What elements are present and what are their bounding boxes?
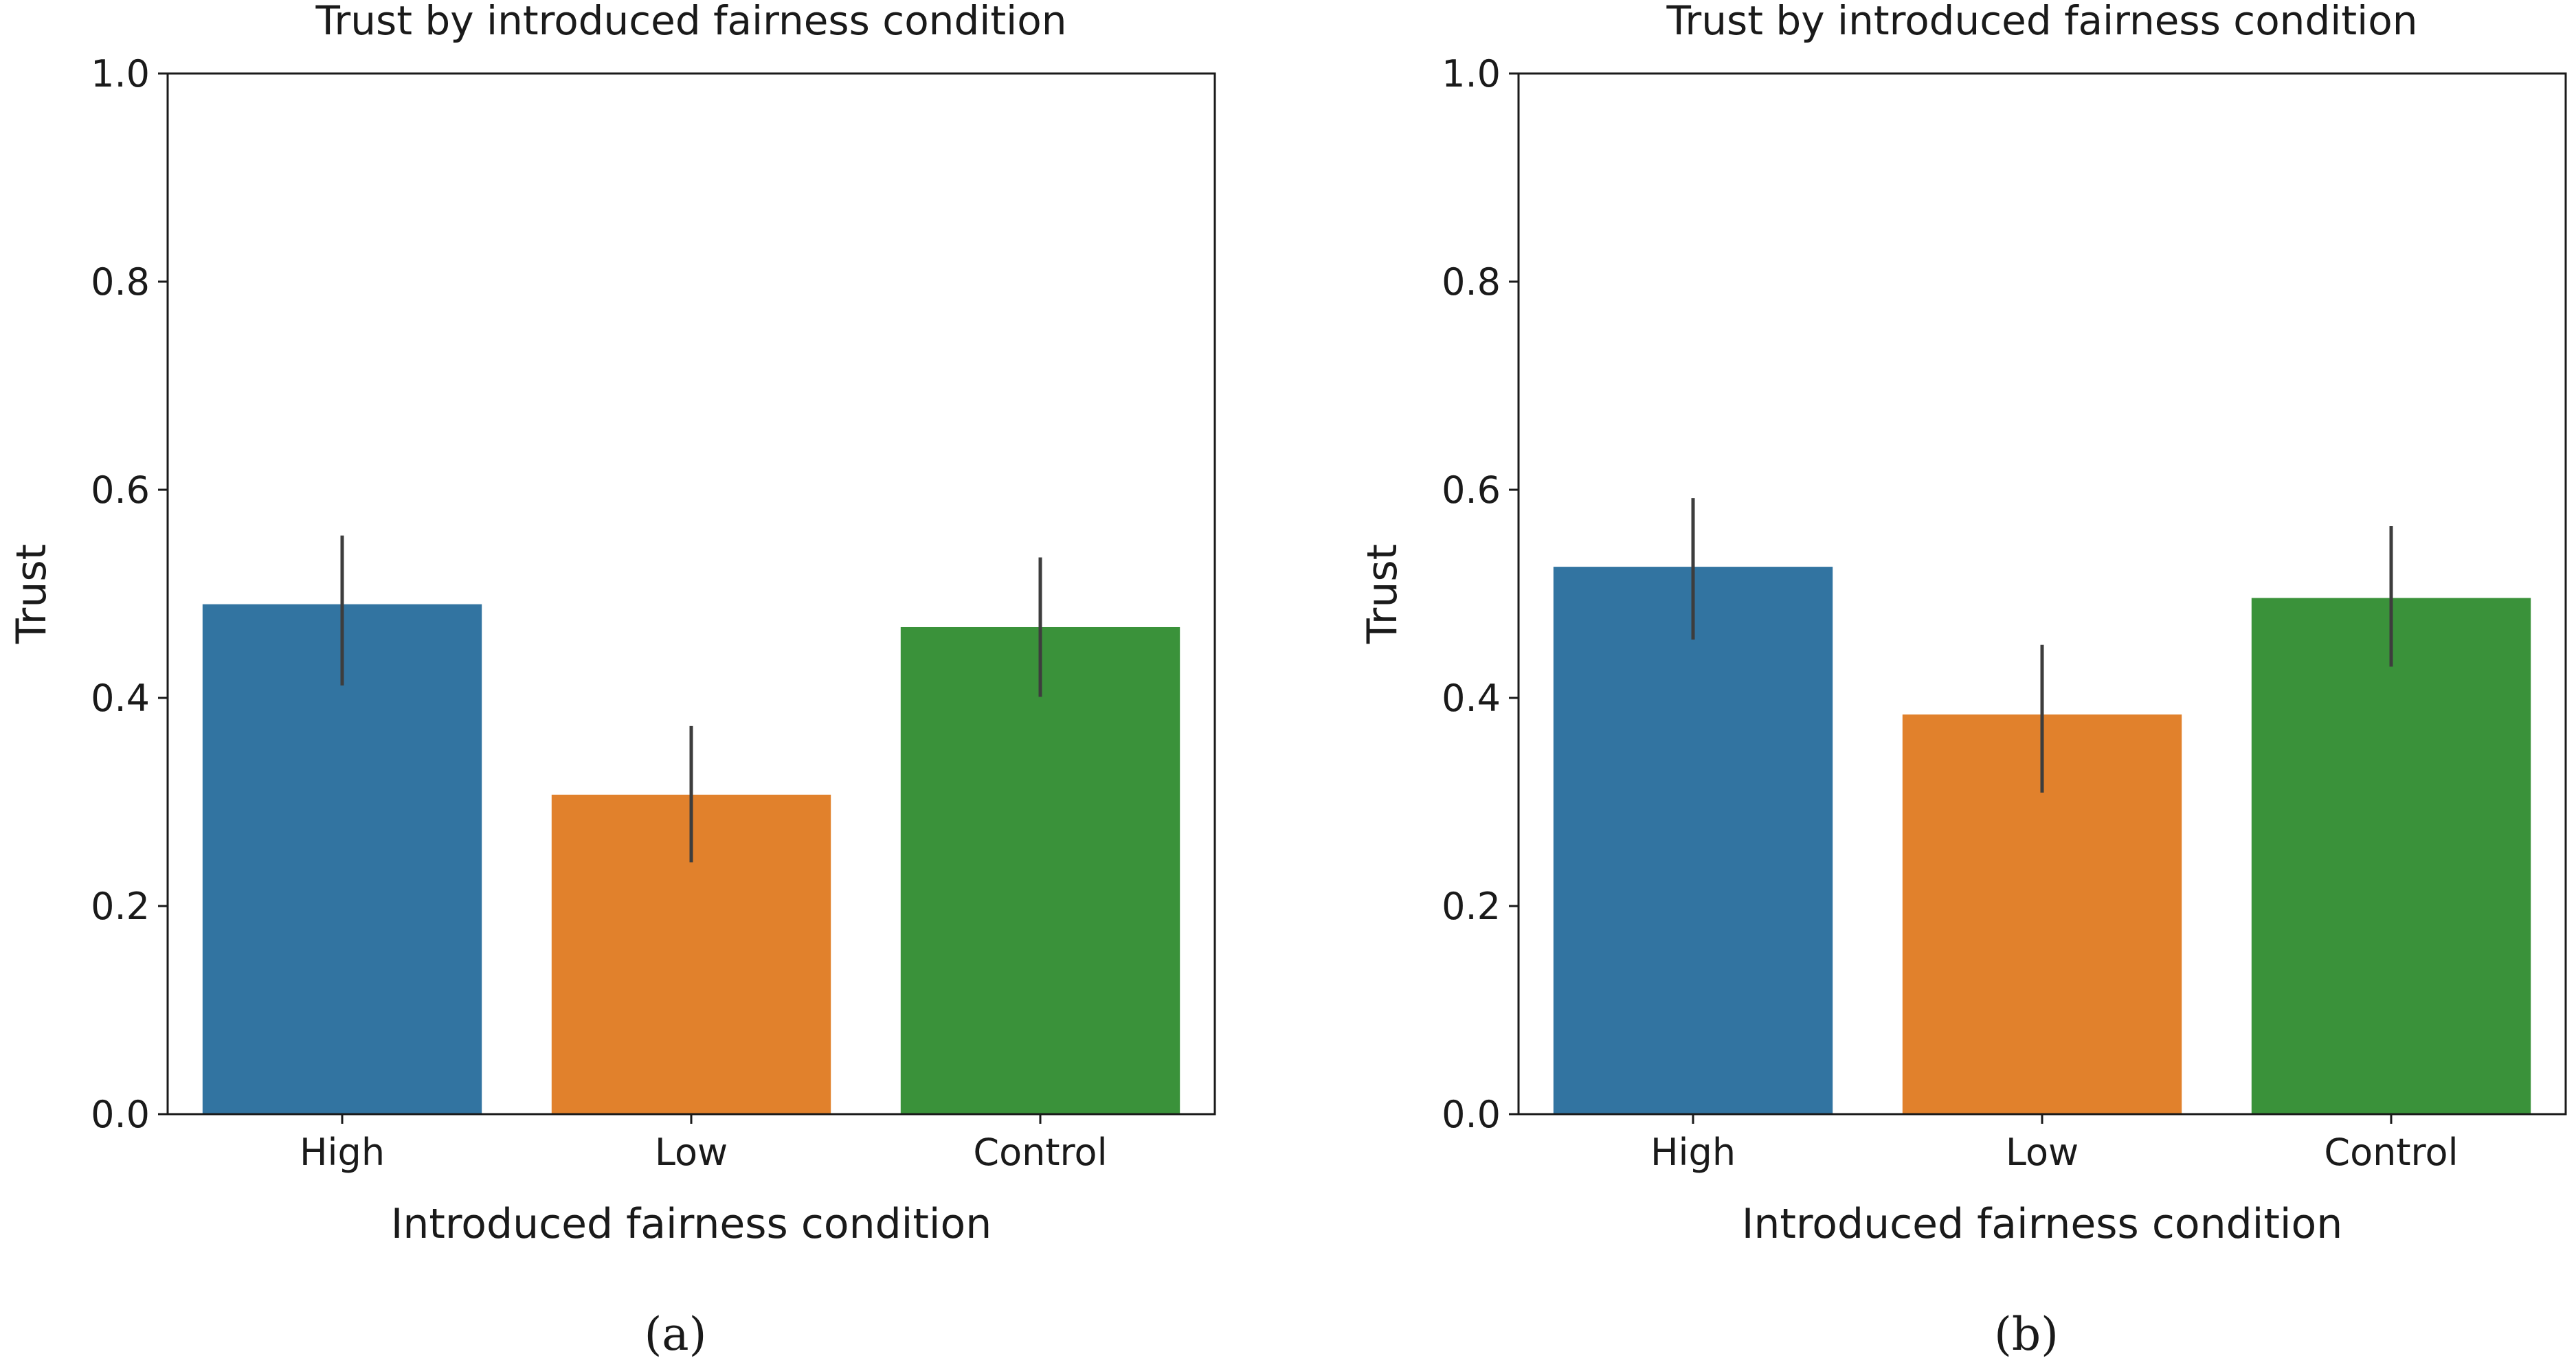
y-tick-label: 0.2 <box>1442 885 1501 928</box>
panel-caption: (a) <box>645 1308 707 1361</box>
y-tick-label: 0.6 <box>91 468 150 512</box>
y-tick-label: 0.0 <box>91 1093 150 1136</box>
chart-title: Trust by introduced fairness condition <box>1666 0 2418 44</box>
y-tick-label: 0.2 <box>91 885 150 928</box>
y-axis-label: Trust <box>8 544 56 644</box>
y-tick-label: 0.4 <box>91 677 150 720</box>
chart-panel-a: Trust by introduced fairness condition T… <box>8 0 1216 1361</box>
x-tick-label: Control <box>973 1131 1107 1174</box>
bar-control <box>900 626 1180 1114</box>
y-tick-label: 0.8 <box>91 260 150 304</box>
y-tick-label: 0.0 <box>1442 1093 1501 1136</box>
x-axis-label: Introduced fairness condition <box>1742 1200 2343 1248</box>
y-tick-label: 0.4 <box>1442 677 1501 720</box>
x-tick-label: High <box>300 1131 385 1174</box>
panel-caption: (b) <box>1994 1308 2059 1361</box>
x-tick-label: Low <box>2006 1131 2079 1174</box>
chart-title: Trust by introduced fairness condition <box>315 0 1067 44</box>
bar-high <box>202 604 482 1114</box>
y-tick-label: 1.0 <box>1442 52 1501 95</box>
bar-control <box>2251 598 2531 1114</box>
bar-high <box>1553 567 1833 1114</box>
chart-panel-b: Trust by introduced fairness condition T… <box>1358 0 2567 1361</box>
y-tick-label: 1.0 <box>91 52 150 95</box>
axes-frame <box>1517 72 2567 1116</box>
x-axis-label: Introduced fairness condition <box>391 1200 992 1248</box>
y-tick-label: 0.8 <box>1442 260 1501 304</box>
x-tick-label: Control <box>2324 1131 2458 1174</box>
y-tick-label: 0.6 <box>1442 468 1501 512</box>
x-tick-label: Low <box>655 1131 728 1174</box>
y-axis-label: Trust <box>1358 544 1407 644</box>
x-tick-label: High <box>1650 1131 1736 1174</box>
axes-frame <box>166 72 1216 1116</box>
